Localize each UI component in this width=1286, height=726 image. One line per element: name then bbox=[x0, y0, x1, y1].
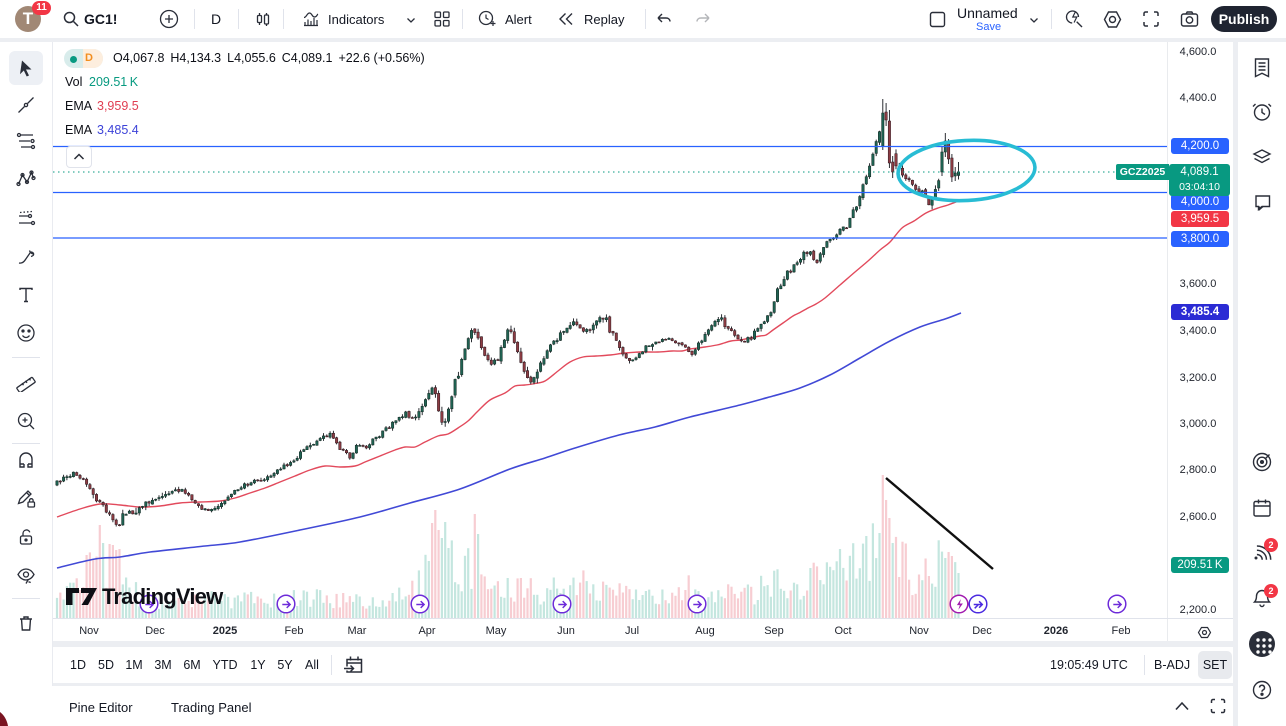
svg-text:TradingView: TradingView bbox=[102, 584, 224, 609]
